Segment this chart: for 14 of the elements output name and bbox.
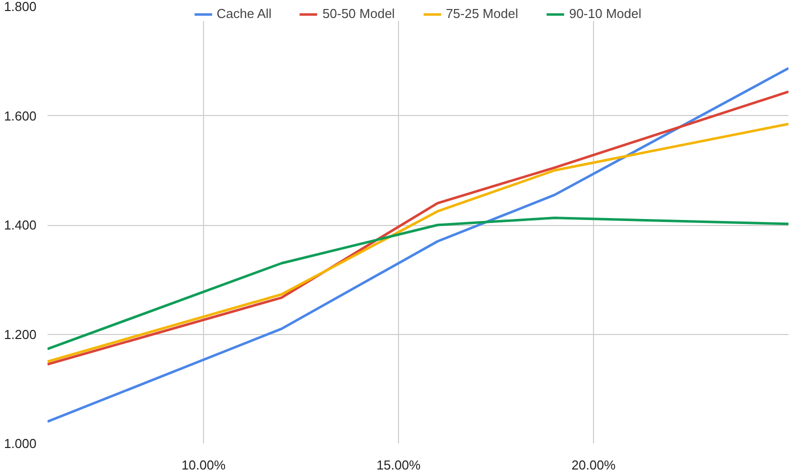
- y-tick-label: 1.800: [4, 0, 37, 14]
- x-tick-label: 20.00%: [571, 458, 616, 472]
- y-tick-label: 1.200: [4, 326, 37, 342]
- y-tick-label: 1.600: [4, 108, 37, 124]
- x-tick-label: 15.00%: [376, 458, 421, 472]
- line-series: [48, 216, 788, 350]
- y-tick-label: 1.400: [4, 218, 37, 232]
- x-tick-label: 10.00%: [181, 458, 226, 472]
- y-tick-label: 1.000: [4, 436, 37, 451]
- line-series: [48, 66, 788, 423]
- legend-label: 50-50 Model: [322, 6, 395, 21]
- legend-label: 75-25 Model: [446, 6, 518, 21]
- legend-label: 90-10 Model: [569, 6, 642, 21]
- legend-label: Cache All: [216, 6, 272, 21]
